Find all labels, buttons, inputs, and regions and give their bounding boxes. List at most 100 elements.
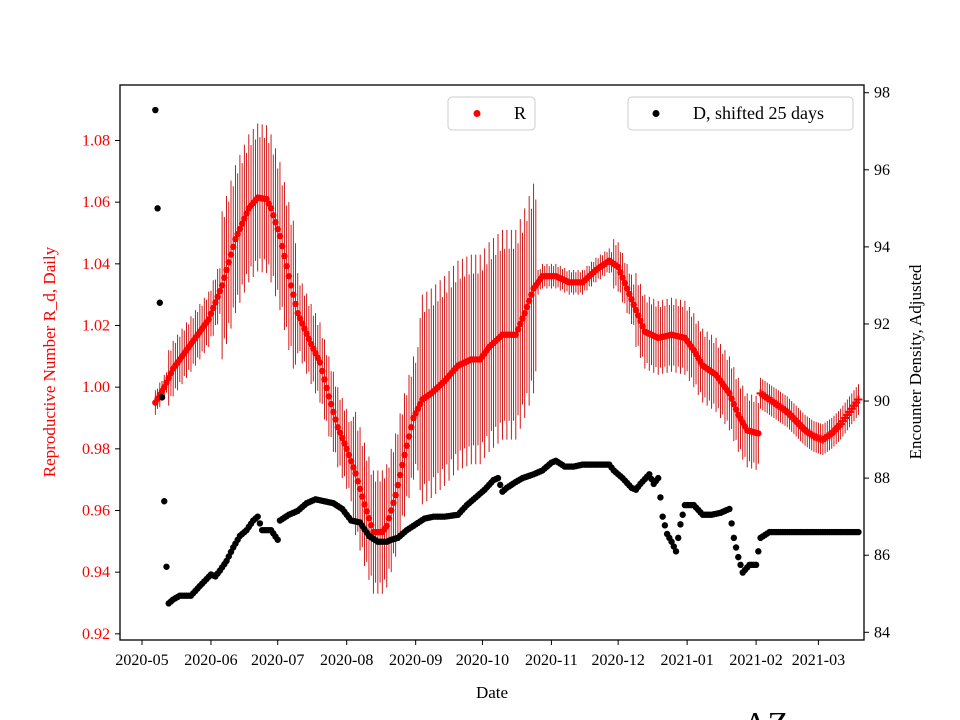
legend-r-label: R: [514, 103, 526, 123]
left-y-tick-label: 1.06: [82, 194, 110, 211]
r-point: [270, 212, 277, 219]
r-point: [394, 481, 402, 489]
r-point: [347, 457, 355, 465]
r-point: [216, 287, 224, 295]
left-y-tick-label: 0.94: [82, 564, 110, 581]
r-point: [614, 263, 622, 271]
r-point: [221, 274, 228, 281]
r-point: [323, 384, 330, 392]
r-point: [290, 291, 297, 298]
x-tick-label: 2020-12: [591, 652, 644, 669]
r-series: [152, 194, 762, 536]
r-point: [332, 416, 339, 423]
d-point: [158, 393, 166, 401]
x-axis: 2020-05 2020-06 2020-07 2020-08 2020-09 2020-…: [115, 640, 845, 669]
d-point: [677, 521, 684, 528]
r-point: [361, 501, 368, 508]
left-y-axis-title: Reproductive Number R_d, Daily: [40, 246, 59, 477]
r-point: [359, 493, 366, 500]
r-point: [350, 464, 357, 471]
r-point: [528, 291, 535, 298]
r-point: [341, 440, 348, 447]
left-y-tick-label: 1.00: [82, 379, 110, 396]
r-point: [403, 442, 410, 449]
r-point: [301, 325, 308, 332]
r-point: [283, 262, 290, 270]
r-point: [354, 478, 362, 485]
left-y-tick-label: 0.92: [82, 626, 110, 643]
d-point: [726, 505, 733, 513]
r-point: [617, 269, 624, 276]
r-point: [274, 225, 281, 233]
r-point: [755, 430, 762, 437]
d-point: [679, 511, 686, 518]
r-point: [392, 491, 399, 499]
legend-r-marker: [473, 110, 481, 117]
right-y-tick-label: 90: [874, 393, 890, 410]
r-point: [319, 367, 326, 375]
left-y-tick-label: 0.98: [82, 441, 110, 458]
r-point: [730, 400, 738, 408]
r-point: [327, 400, 335, 408]
left-y-tick-label: 1.04: [82, 256, 110, 273]
r-point: [299, 320, 306, 327]
r-point: [272, 219, 279, 226]
r-point: [352, 470, 359, 477]
x-tick-label: 2020-05: [115, 652, 168, 669]
x-tick-label: 2020-07: [251, 652, 304, 669]
d-point: [755, 548, 762, 555]
r-point: [294, 309, 301, 317]
right-y-tick-label: 96: [874, 162, 890, 179]
x-tick-label: 2020-08: [320, 652, 373, 669]
right-y-tick-label: 92: [874, 316, 890, 333]
r-point: [207, 310, 215, 317]
r-point: [321, 376, 328, 383]
d-point: [670, 543, 677, 550]
d-point: [752, 561, 760, 569]
d-point: [274, 536, 281, 543]
r-point: [405, 433, 413, 440]
r-point: [512, 331, 519, 338]
left-y-tick-label: 1.08: [82, 133, 110, 150]
right-y-tick-label: 88: [874, 470, 890, 487]
right-y-tick-label: 84: [874, 624, 890, 641]
x-tick-label: 2020-06: [184, 652, 237, 669]
d-point: [730, 534, 738, 542]
r-point: [336, 429, 344, 436]
r-point: [385, 515, 393, 522]
r-point: [238, 220, 246, 227]
r-late-point: [854, 395, 863, 404]
r-point: [634, 312, 642, 319]
r-point: [230, 243, 237, 251]
right-y-axis: 84 86 88 90 92 94 96 98: [864, 85, 890, 641]
r-point: [278, 242, 286, 250]
x-tick-label: 2020-11: [525, 652, 578, 669]
left-y-axis: 0.92 0.94 0.96 0.98 1.00 1.02 1.04 1.06 1.08: [82, 133, 120, 643]
d-point: [735, 553, 742, 561]
d-point: [737, 561, 744, 569]
r-point: [401, 451, 408, 459]
x-tick-label: 2021-03: [792, 652, 845, 669]
r-point: [305, 335, 313, 343]
region-label: AZ: [743, 706, 788, 720]
r-point: [367, 521, 375, 529]
r-point: [210, 304, 217, 312]
legend-r: R: [447, 96, 536, 131]
d-point: [161, 498, 168, 505]
x-tick-label: 2021-01: [660, 652, 713, 669]
r-point: [365, 515, 373, 522]
r-point: [628, 296, 635, 303]
r-point: [396, 471, 404, 479]
r-point: [212, 299, 219, 306]
r-point: [626, 290, 633, 298]
d-point: [672, 548, 680, 555]
r-point: [267, 205, 275, 212]
r-point: [621, 279, 629, 287]
right-y-axis-title: Encounter Density, Adjusted: [906, 264, 925, 459]
r-point: [521, 309, 528, 317]
r-point: [281, 252, 288, 260]
d-point: [494, 474, 502, 482]
r-point: [363, 508, 370, 515]
d-point: [675, 534, 682, 542]
r-point: [334, 424, 341, 431]
